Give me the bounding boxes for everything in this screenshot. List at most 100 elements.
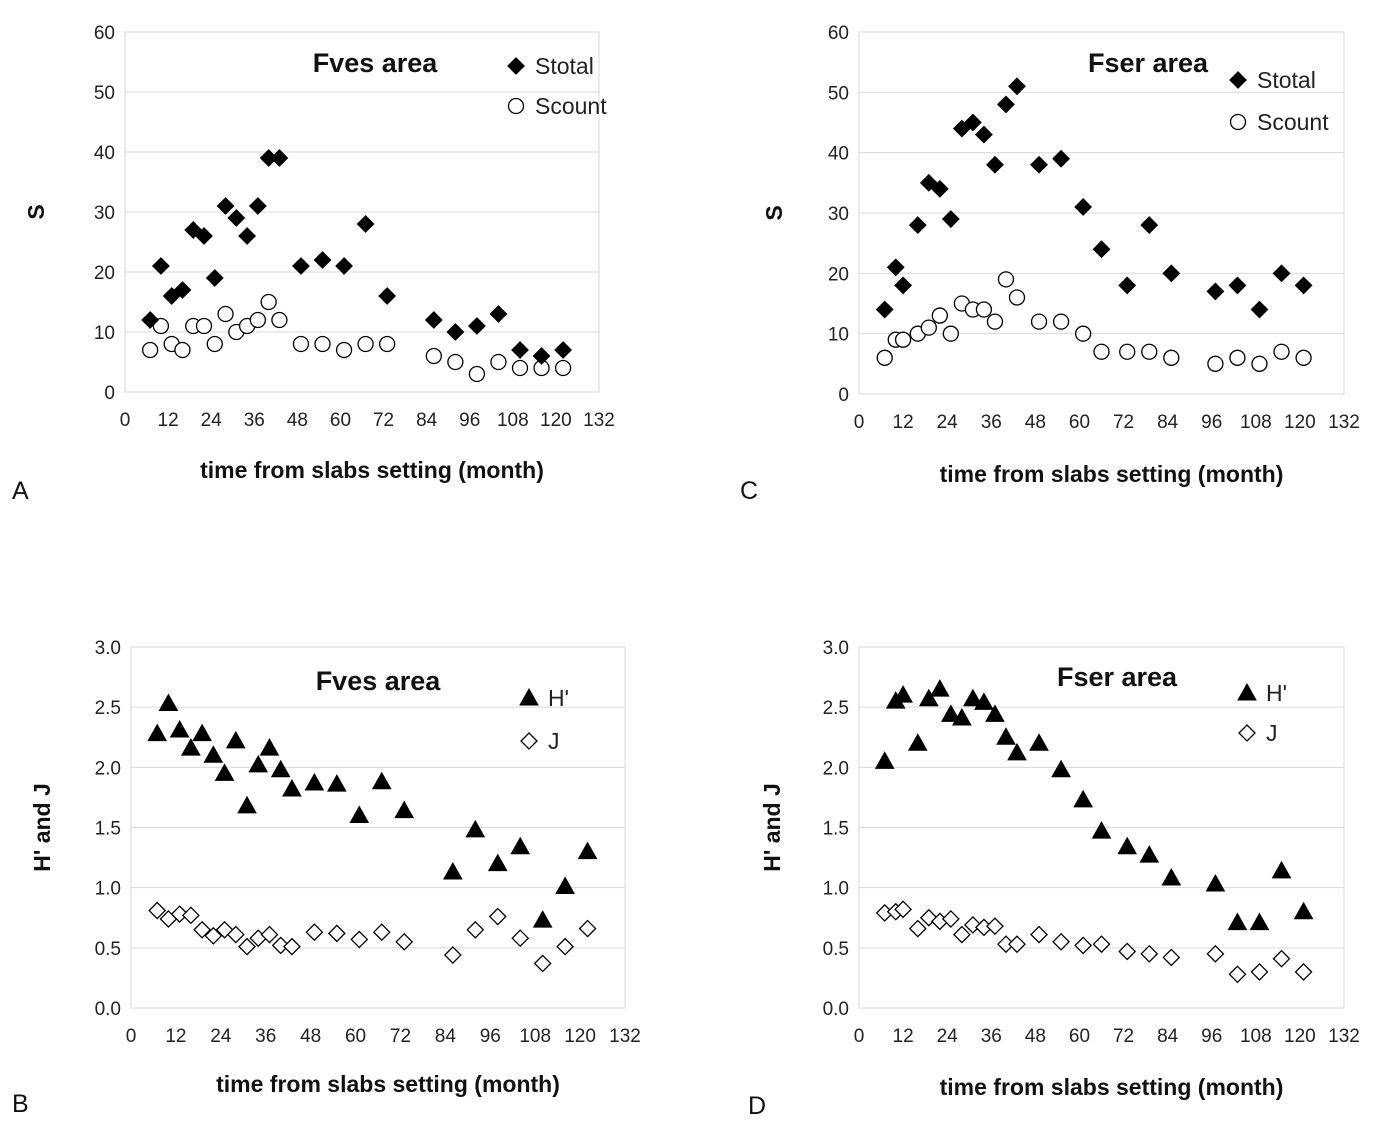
data-point [577, 841, 598, 860]
y-tick-label: 0 [838, 385, 849, 406]
data-point [195, 227, 213, 245]
x-tick-label: 0 [854, 412, 865, 433]
data-point [282, 778, 302, 797]
x-tick-label: 72 [1113, 412, 1134, 433]
data-point [181, 738, 201, 756]
x-tick-label: 60 [1069, 412, 1090, 433]
data-point [1141, 343, 1158, 360]
y-tick-label: 30 [94, 203, 115, 224]
data-point [488, 907, 507, 926]
data-point [349, 805, 370, 823]
data-point [1008, 935, 1026, 954]
x-axis-title: time from slabs setting (month) [940, 1074, 1284, 1100]
data-point [930, 179, 949, 198]
data-point [1228, 276, 1247, 295]
data-point [1051, 759, 1071, 778]
legend-marker [1237, 682, 1257, 701]
legend-marker [507, 57, 525, 75]
x-tick-label: 132 [583, 410, 615, 431]
data-point [151, 257, 170, 275]
y-tick-label: 50 [828, 83, 849, 104]
data-point [1206, 944, 1225, 963]
data-point [941, 704, 961, 722]
data-point [1074, 936, 1093, 955]
x-tick-label: 132 [1328, 1026, 1360, 1047]
data-point [1052, 149, 1071, 168]
data-point [141, 341, 159, 359]
panel-letter: D [748, 1092, 766, 1120]
data-point [237, 795, 257, 814]
data-point [443, 946, 462, 964]
y-tick-label: 50 [94, 83, 115, 104]
data-point [173, 281, 192, 299]
x-tick-label: 12 [165, 1026, 186, 1047]
y-tick-label: 1.0 [823, 879, 849, 900]
x-tick-label: 96 [480, 1026, 501, 1047]
y-tick-label: 2.5 [95, 698, 121, 719]
data-point [148, 901, 167, 920]
data-point [225, 730, 246, 749]
x-tick-label: 120 [1284, 1026, 1316, 1047]
data-point [283, 937, 301, 956]
data-point [510, 836, 531, 855]
data-point [952, 925, 971, 944]
x-tick-label: 24 [201, 410, 223, 431]
y-tick-label: 2.0 [823, 758, 849, 779]
data-point [894, 276, 913, 295]
data-point [511, 359, 529, 377]
data-point [327, 924, 346, 943]
data-point [875, 300, 894, 319]
data-point [1119, 343, 1136, 360]
data-point [974, 692, 994, 710]
data-point [907, 733, 928, 751]
data-point [174, 341, 191, 359]
x-tick-label: 36 [244, 410, 265, 431]
x-axis-title: time from slabs setting (month) [940, 461, 1284, 487]
data-point [942, 325, 960, 342]
data-point [465, 819, 486, 838]
data-point [489, 305, 508, 323]
legend-label: Stotal [535, 53, 594, 79]
data-point [238, 227, 257, 245]
data-point [894, 331, 912, 348]
y-tick-label: 1.0 [95, 879, 121, 900]
y-tick-label: 3.0 [95, 638, 121, 659]
legend-marker [507, 97, 525, 115]
data-point [876, 349, 893, 366]
data-point [952, 119, 971, 138]
data-point [335, 257, 353, 275]
data-point [1117, 836, 1138, 855]
data-point [442, 862, 463, 880]
data-point [1162, 264, 1181, 283]
x-tick-label: 96 [1201, 412, 1222, 433]
data-point [152, 317, 170, 335]
legend-marker [520, 732, 538, 750]
legend-marker [1238, 724, 1256, 742]
panel-letter: C [740, 477, 758, 505]
data-point [893, 685, 913, 703]
legend-label: Scount [1257, 109, 1329, 135]
data-point [447, 353, 464, 371]
data-point [350, 930, 369, 949]
data-point [260, 925, 279, 944]
data-point [181, 906, 200, 925]
y-axis-title: S [761, 205, 787, 220]
data-point [941, 210, 960, 228]
data-point [874, 751, 895, 769]
y-tick-label: 0.0 [823, 999, 849, 1020]
data-point [920, 319, 937, 336]
data-point [1074, 198, 1093, 216]
x-tick-label: 48 [1025, 412, 1046, 433]
x-tick-label: 84 [435, 1026, 457, 1047]
data-point [1229, 349, 1246, 366]
x-tick-label: 72 [1113, 1026, 1134, 1047]
y-tick-label: 30 [828, 204, 849, 225]
data-point [886, 258, 905, 277]
data-point [378, 287, 397, 305]
legend-label: H' [548, 685, 569, 711]
data-point [1029, 733, 1049, 751]
data-point [511, 341, 529, 359]
data-point [214, 763, 235, 781]
data-point [1271, 860, 1292, 879]
data-point [1163, 349, 1180, 366]
